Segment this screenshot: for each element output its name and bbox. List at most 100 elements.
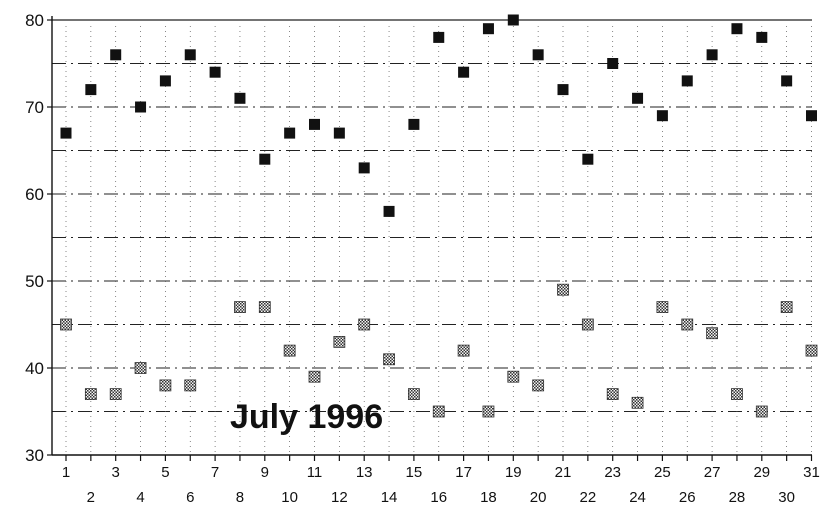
- x-tick-label: 21: [555, 464, 572, 481]
- low-temp-point: [84, 388, 97, 401]
- low-temp-point: [432, 405, 445, 418]
- low-temp-point: [581, 318, 594, 331]
- high-temp-point: [209, 66, 221, 78]
- x-tick-label: 17: [455, 464, 472, 481]
- low-temp-point: [60, 318, 72, 331]
- x-tick-label: 4: [136, 489, 144, 506]
- x-tick-label: 18: [480, 489, 497, 506]
- high-temp-point: [135, 101, 147, 113]
- x-tick-label: 1: [62, 464, 70, 481]
- high-temp-point: [408, 118, 420, 130]
- y-tick-label: 70: [25, 98, 44, 117]
- high-temp-point: [85, 84, 97, 96]
- x-tick-label: 31: [803, 464, 820, 481]
- x-tick-label: 15: [406, 464, 423, 481]
- low-temp-point: [258, 301, 271, 314]
- y-tick-label: 60: [25, 185, 44, 204]
- x-tick-label: 19: [505, 464, 522, 481]
- low-temp-point: [780, 301, 793, 314]
- y-tick-label: 30: [25, 446, 44, 465]
- high-temp-point: [358, 162, 370, 174]
- high-temp-point: [781, 75, 793, 87]
- low-temp-point: [606, 388, 619, 401]
- high-temp-point: [60, 127, 72, 139]
- high-temp-point: [259, 153, 271, 165]
- low-temp-point: [159, 379, 172, 392]
- y-tick-label: 50: [25, 272, 44, 291]
- high-temp-point: [482, 23, 494, 35]
- x-tick-label: 22: [580, 489, 597, 506]
- low-temp-point: [706, 327, 718, 340]
- x-tick-label: 10: [281, 489, 298, 506]
- x-tick-label: 24: [629, 489, 646, 506]
- x-tick-label: 26: [679, 489, 696, 506]
- low-temp-point: [358, 318, 371, 331]
- high-temp-point: [607, 58, 619, 69]
- x-tick-label: 3: [112, 464, 120, 481]
- low-temp-point: [234, 301, 246, 314]
- high-temp-point: [458, 66, 470, 78]
- x-tick-label: 16: [430, 489, 447, 506]
- y-tick-label: 40: [25, 359, 44, 378]
- x-tick-label: 25: [654, 464, 671, 481]
- low-temp-point: [184, 379, 197, 392]
- high-temp-point: [532, 49, 544, 61]
- x-tick-label: 13: [356, 464, 373, 481]
- x-tick-label: 27: [704, 464, 721, 481]
- low-temp-point: [805, 344, 818, 357]
- high-temp-point: [632, 92, 644, 104]
- low-temp-point: [631, 396, 644, 409]
- low-temp-point: [731, 388, 743, 401]
- high-temp-point: [656, 110, 668, 122]
- x-tick-label: 9: [261, 464, 269, 481]
- high-temp-point: [159, 75, 171, 87]
- low-temp-point: [383, 353, 395, 366]
- low-temp-point: [557, 283, 569, 296]
- high-temp-point: [756, 31, 768, 43]
- high-temp-point: [184, 49, 196, 61]
- x-tick-label: 7: [211, 464, 219, 481]
- high-temp-point: [507, 14, 519, 26]
- low-temp-point: [457, 344, 470, 357]
- x-tick-label: 8: [236, 489, 244, 506]
- high-temp-point: [234, 92, 246, 104]
- low-temp-point: [109, 388, 122, 401]
- low-temp-point: [134, 362, 147, 374]
- high-temp-point: [433, 31, 445, 43]
- axes: [47, 16, 813, 461]
- low-temp-point: [308, 370, 321, 383]
- x-tick-label: 6: [186, 489, 194, 506]
- low-temp-point: [407, 388, 420, 401]
- low-temp-point: [482, 405, 495, 418]
- high-temp-point: [681, 75, 693, 87]
- low-temp-point: [656, 301, 669, 314]
- low-temp-point: [755, 405, 768, 418]
- x-tick-label: 14: [381, 489, 398, 506]
- x-tick-label: 28: [729, 489, 746, 506]
- x-tick-label: 29: [753, 464, 770, 481]
- high-temp-point: [333, 127, 345, 139]
- high-temp-point: [110, 49, 122, 61]
- low-temp-point: [333, 335, 346, 348]
- y-tick-labels: 30 40 50 60 70 80: [25, 11, 44, 465]
- high-temp-point: [731, 23, 743, 35]
- x-tick-label: 11: [307, 464, 323, 481]
- high-temp-point: [706, 49, 718, 61]
- high-temp-point: [582, 153, 594, 165]
- x-tick-label: 20: [530, 489, 547, 506]
- high-temp-point: [383, 205, 395, 217]
- x-tick-label: 2: [87, 489, 95, 506]
- chart-title: July 1996: [230, 398, 383, 436]
- data-marks: [60, 14, 818, 418]
- y-tick-label: 80: [25, 11, 44, 30]
- x-tick-label: 30: [778, 489, 795, 506]
- high-temp-point: [309, 118, 320, 130]
- high-temp-point: [284, 127, 296, 139]
- x-tick-label: 5: [161, 464, 169, 481]
- high-temp-point: [806, 110, 817, 122]
- low-temp-point: [532, 379, 545, 392]
- x-tick-labels: 1234567891011121314151617181920212223242…: [62, 464, 820, 506]
- low-temp-point: [681, 318, 694, 331]
- low-temp-point: [283, 344, 296, 357]
